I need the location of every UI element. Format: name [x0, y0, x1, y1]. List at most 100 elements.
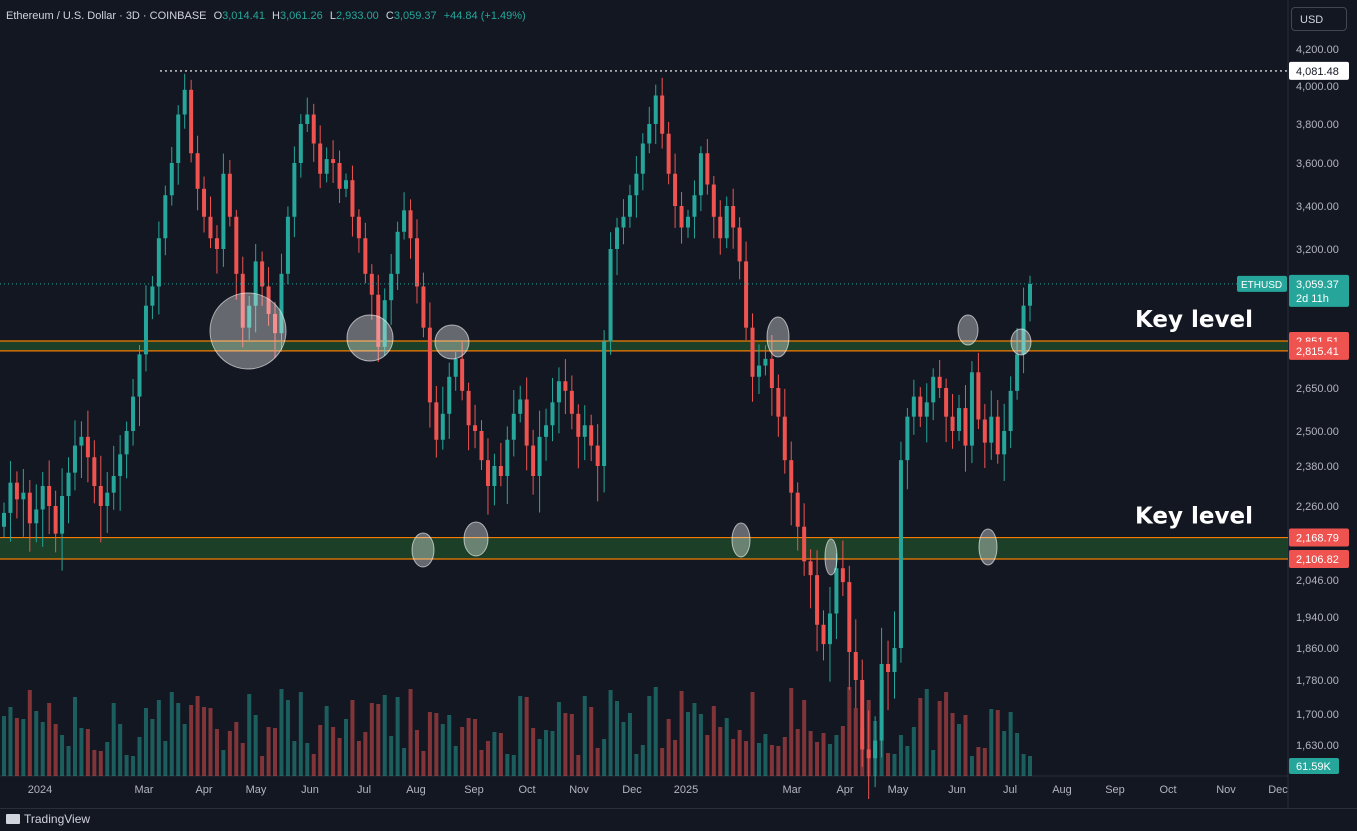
volume-bar — [1008, 712, 1013, 776]
candle-body — [408, 210, 413, 239]
time-tick-label: Apr — [836, 784, 853, 796]
candle-body — [279, 273, 284, 334]
volume-bar — [182, 724, 187, 776]
candle-body — [189, 89, 194, 154]
price-label-box — [1289, 61, 1349, 80]
candle-body — [240, 273, 245, 328]
price-tick-label: 3,400.00 — [1296, 201, 1339, 213]
candle-body — [163, 195, 168, 239]
volume-bar — [853, 708, 858, 776]
candle-body — [1027, 284, 1033, 306]
candle-body — [460, 358, 465, 391]
candle-body — [421, 286, 426, 328]
volume-bars — [1, 687, 1033, 776]
candle-body — [827, 613, 832, 645]
volume-bar — [582, 696, 587, 776]
brand-logo[interactable]: TradingView — [6, 812, 90, 826]
candle-body — [795, 492, 800, 527]
candle-body — [14, 482, 19, 500]
candle-body — [608, 249, 613, 342]
candle-body — [802, 526, 807, 562]
volume-bar — [8, 707, 13, 776]
candle-body — [640, 143, 645, 174]
candle-body — [34, 509, 39, 524]
volume-bar — [66, 746, 71, 776]
candle-body — [995, 416, 1000, 455]
candle-body — [879, 664, 884, 741]
volume-bar — [473, 719, 478, 776]
candle-body — [266, 286, 271, 314]
key-level-zones: Key level Key level — [0, 307, 1288, 560]
time-tick-label: Oct — [518, 784, 535, 796]
candle-body — [518, 399, 523, 414]
volume-bar — [569, 714, 574, 776]
time-tick-label: Aug — [1052, 784, 1072, 796]
time-tick-label: Jul — [357, 784, 371, 796]
open-label: O — [213, 10, 223, 22]
volume-bar — [369, 703, 374, 776]
candle-body — [318, 143, 323, 174]
volume-bar — [163, 741, 168, 776]
highlight-marker — [346, 314, 394, 362]
candle-body — [453, 358, 458, 377]
candle-body — [937, 376, 942, 388]
volume-bar — [85, 729, 90, 776]
volume-bar — [724, 718, 729, 776]
volume-bar — [40, 722, 45, 776]
candle-body — [892, 648, 897, 672]
candle-body — [440, 413, 445, 440]
volume-bar — [105, 742, 110, 776]
candle-body — [376, 294, 381, 347]
volume-bar — [421, 751, 426, 776]
candle-body — [72, 445, 77, 473]
price-label: 2,106.82 — [1296, 554, 1339, 566]
footer-bar — [0, 808, 1357, 831]
candle-body — [737, 227, 742, 262]
volume-bar — [789, 688, 794, 776]
candle-body — [711, 184, 716, 217]
zone-fill — [0, 537, 1288, 559]
countdown: 2d 11h — [1296, 293, 1329, 305]
volume-bar — [298, 692, 303, 776]
candle-body — [105, 492, 110, 506]
candle-body — [756, 365, 761, 377]
volume-bar — [615, 701, 620, 776]
volume-bar — [408, 689, 413, 776]
candle-body — [363, 238, 368, 274]
candle-body — [124, 431, 129, 455]
candle-body — [963, 408, 968, 446]
time-tick-label: Nov — [569, 784, 589, 796]
volume-bar — [331, 727, 336, 776]
volume-bar — [285, 700, 290, 776]
zone-fill — [0, 340, 1288, 351]
time-tick-label: 2024 — [28, 784, 52, 796]
volume-bar — [550, 731, 555, 776]
candle-body — [905, 416, 910, 461]
candle-body — [118, 454, 123, 476]
price-tick-label: 3,800.00 — [1296, 119, 1339, 131]
candle-body — [621, 216, 626, 228]
candle-body — [137, 354, 142, 397]
volume-bar — [957, 724, 962, 776]
candle-body — [182, 89, 187, 115]
symbol-legend: Ethereum / U.S. Dollar · 3D · COINBASE O… — [6, 10, 526, 22]
candle-body — [524, 399, 529, 446]
time-tick-label: Mar — [135, 784, 154, 796]
time-tick-label: Dec — [622, 784, 642, 796]
highlight-marker — [463, 521, 489, 557]
volume-bar — [756, 743, 761, 776]
volume-bar — [511, 755, 516, 776]
currency-button[interactable]: USD — [1291, 7, 1347, 31]
volume-bar — [337, 738, 342, 776]
candle-body — [247, 305, 252, 328]
candle-body — [550, 402, 555, 426]
candle-body — [1, 512, 7, 527]
candle-body — [260, 261, 265, 287]
volume-bar — [627, 713, 632, 776]
price-tick-label: 1,780.00 — [1296, 675, 1339, 687]
volume-bar — [950, 713, 955, 776]
volume-bar — [318, 725, 323, 776]
candle-body — [815, 575, 820, 625]
volume-bar — [27, 690, 32, 776]
